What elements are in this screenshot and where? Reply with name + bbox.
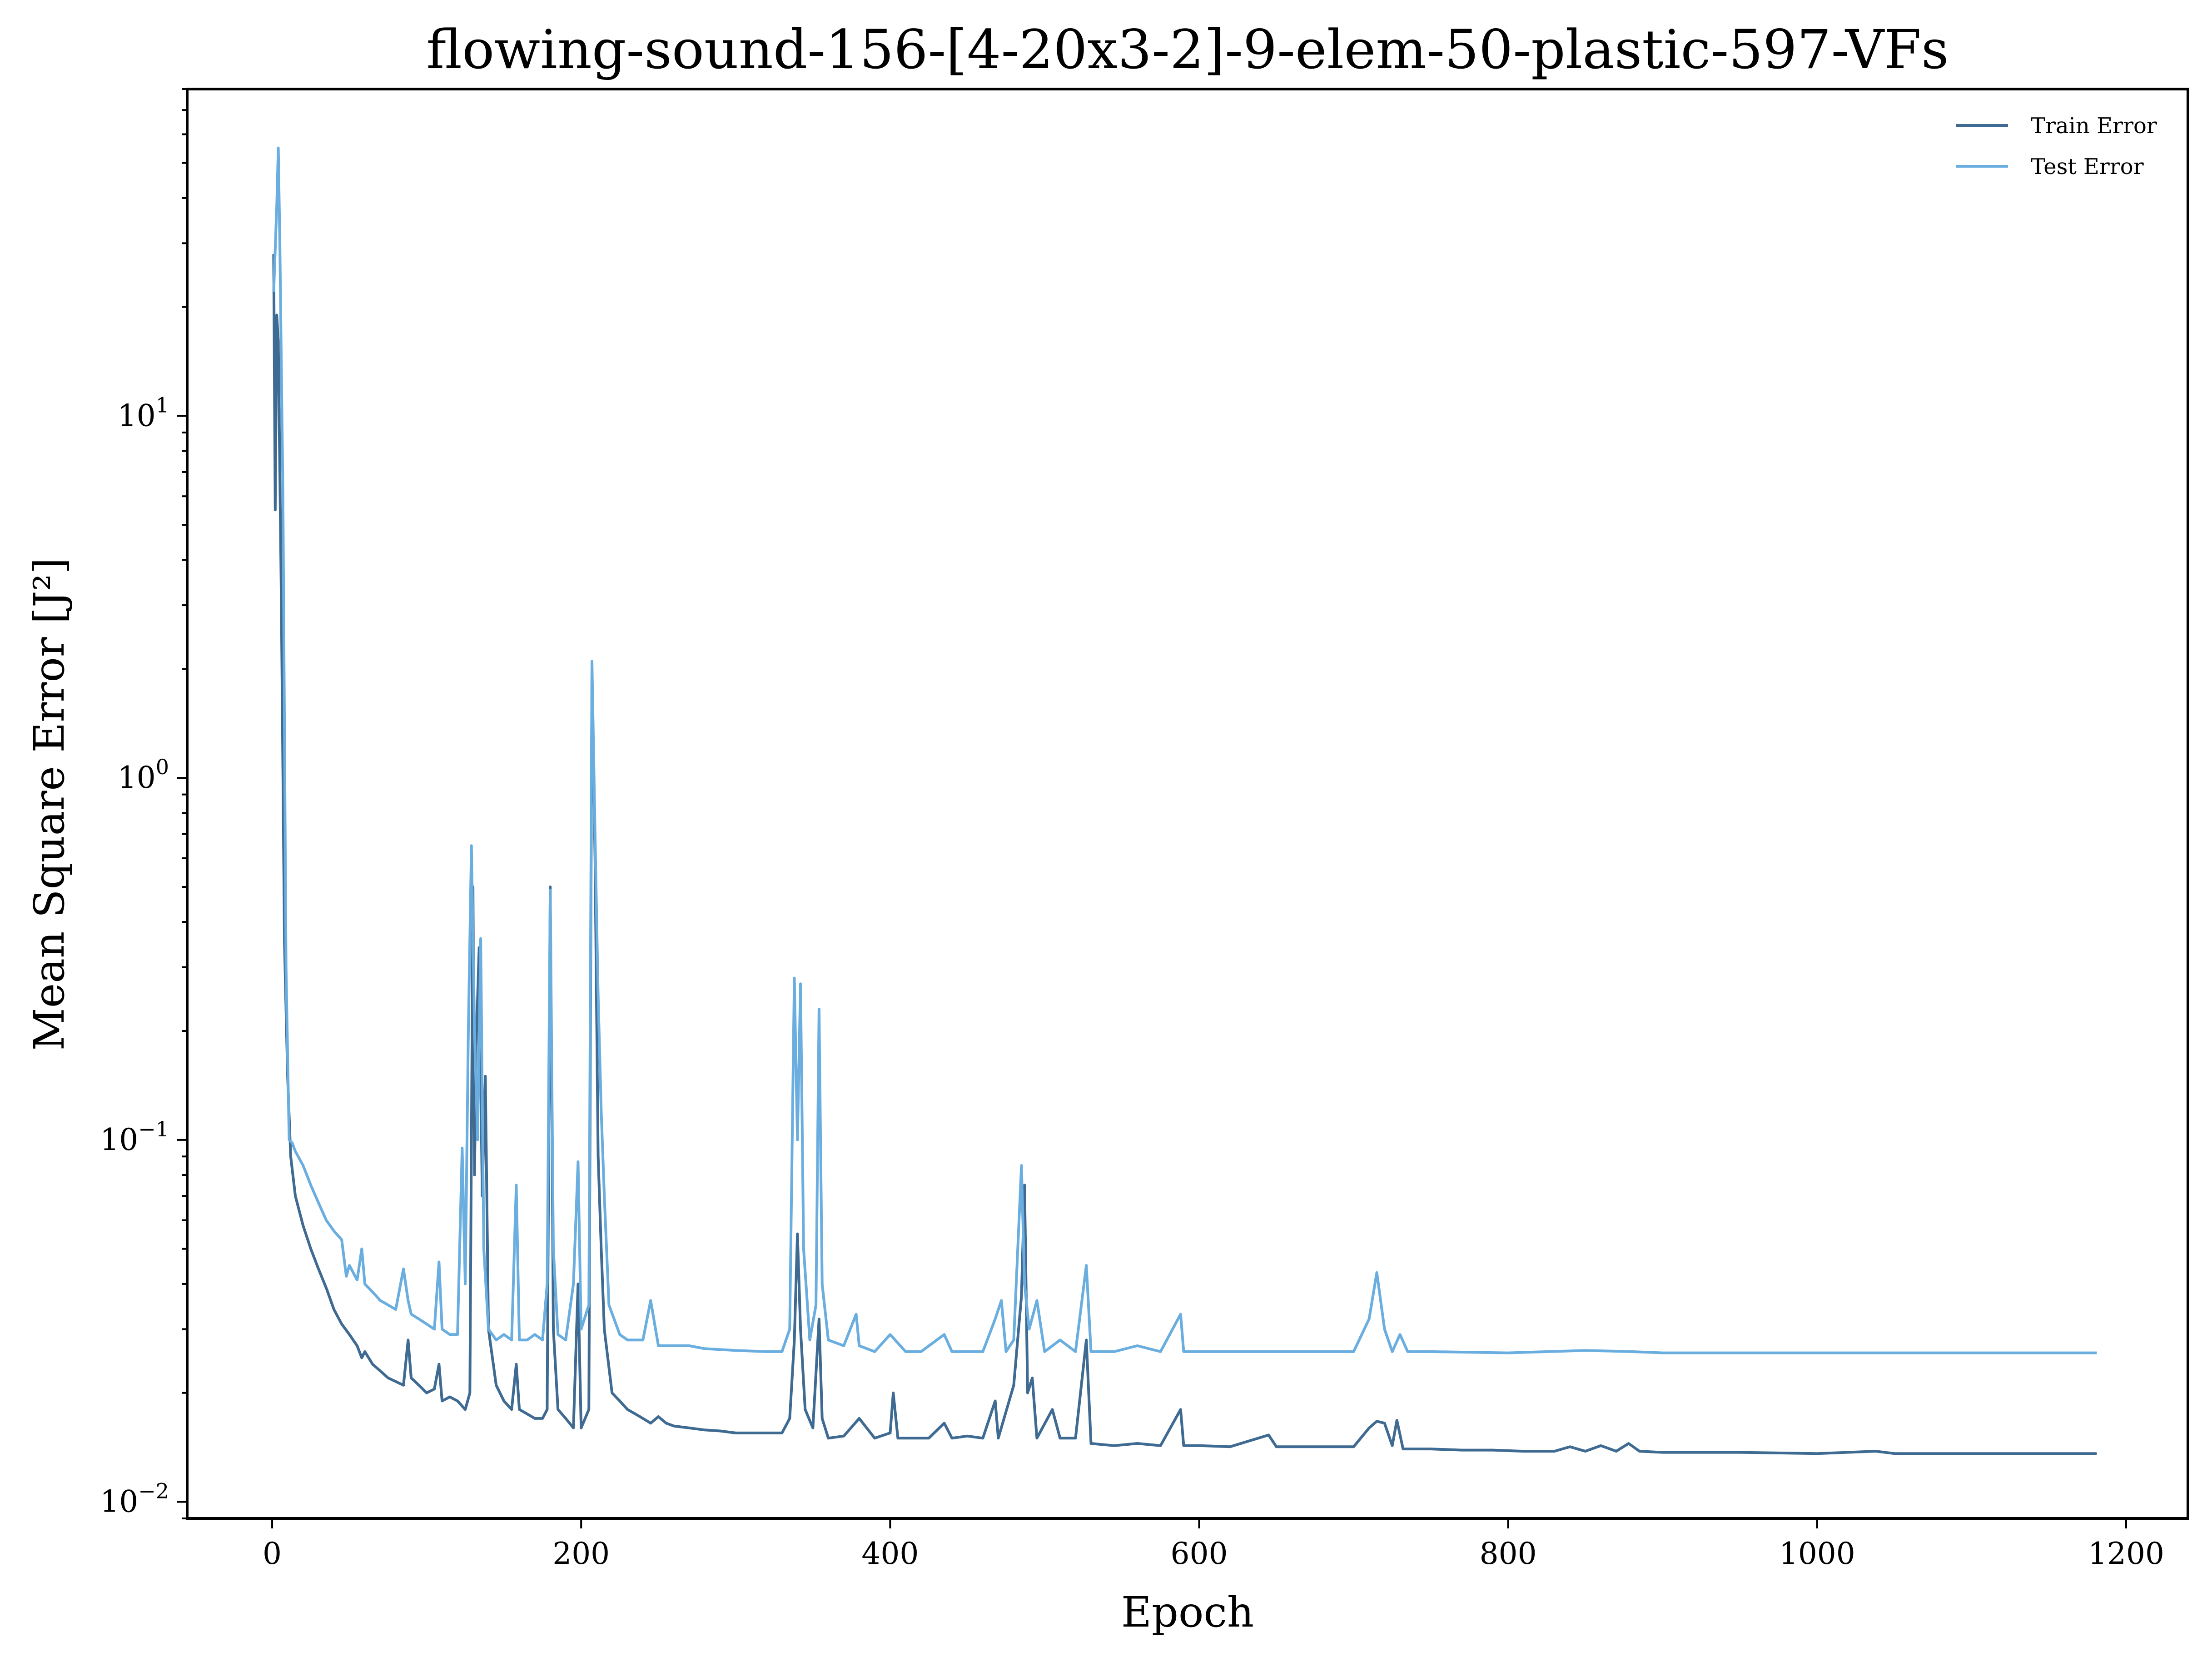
y-axis-label: Mean Square Error [J²] (25, 558, 74, 1051)
legend-label: Train Error (2031, 113, 2157, 139)
x-axis: 0 200 400 600 800 1000 1200 (263, 1518, 2164, 1571)
y-axis: 10−2 10−1 100 101 (100, 88, 187, 1519)
y-tick-label: 10−2 (100, 1479, 169, 1519)
y-tick-label: 100 (118, 755, 169, 795)
x-tick-label: 0 (263, 1536, 282, 1571)
x-tick-label: 800 (1480, 1536, 1537, 1571)
chart-title: flowing-sound-156-[4-20x3-2]-9-elem-50-p… (426, 18, 1949, 81)
x-tick-label: 400 (861, 1536, 919, 1571)
plot-frame (186, 88, 2189, 1520)
legend: Train Error Test Error (1956, 113, 2157, 179)
y-tick-label: 101 (118, 393, 169, 433)
series-line-test-error (272, 146, 2097, 1354)
x-tick-label: 1200 (2088, 1536, 2164, 1571)
series-line-train-error (272, 254, 2097, 1455)
x-axis-label: Epoch (1121, 1588, 1254, 1637)
legend-label: Test Error (2031, 154, 2144, 179)
y-tick-label: 10−1 (100, 1117, 169, 1157)
x-tick-label: 600 (1171, 1536, 1228, 1571)
x-tick-label: 1000 (1779, 1536, 1855, 1571)
x-tick-label: 200 (552, 1536, 610, 1571)
series-layer (272, 146, 2097, 1455)
